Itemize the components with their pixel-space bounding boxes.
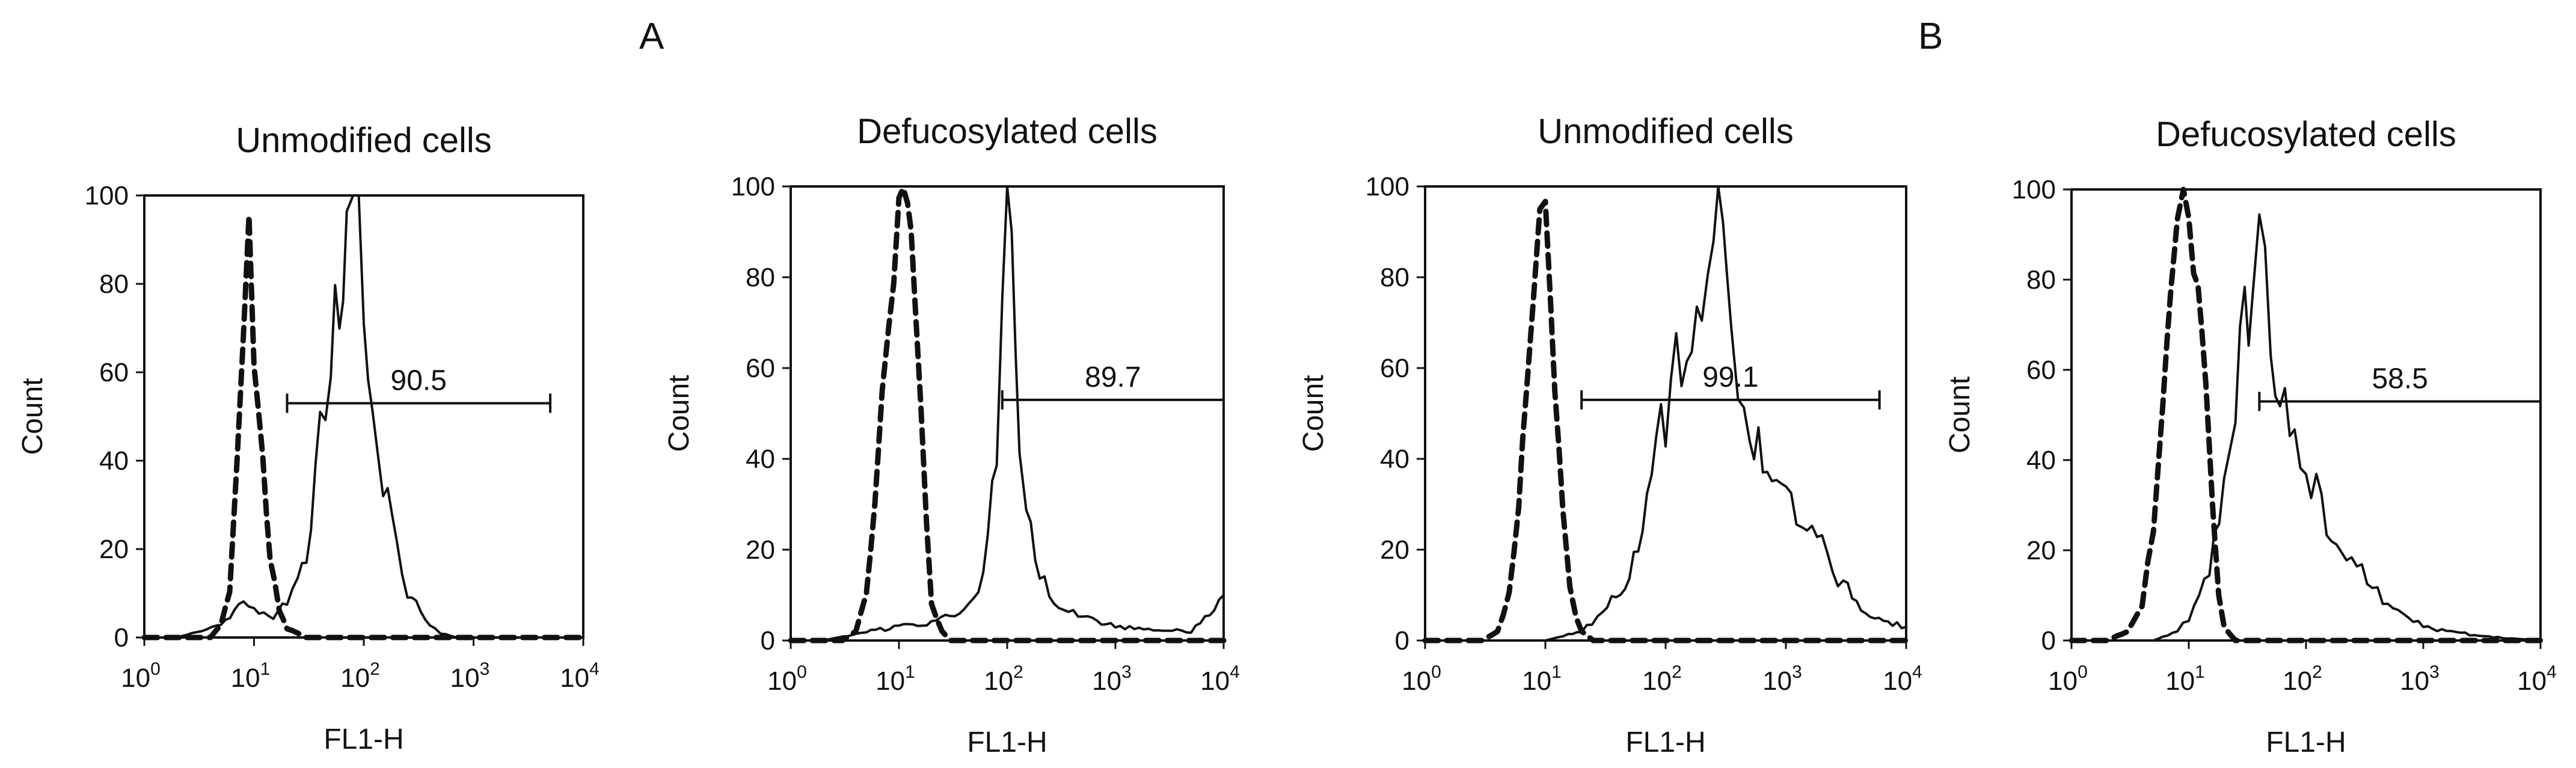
x-tick-label: 100 xyxy=(767,662,807,696)
y-tick-label: 20 xyxy=(1380,535,1409,565)
x-tick-label: 103 xyxy=(450,659,490,693)
chart-4: Defucosylated cells 0 20 40 60 80 100 100 101 102… xyxy=(1944,115,2557,758)
series-stained-line xyxy=(144,194,583,639)
series-stained-line xyxy=(1425,185,1907,642)
y-tick-label: 0 xyxy=(761,626,775,656)
y-tick-label: 0 xyxy=(1395,626,1409,656)
y-tick-label: 100 xyxy=(731,172,775,201)
gate-percentage-label: 58.5 xyxy=(2372,363,2427,395)
y-tick-label: 40 xyxy=(99,446,129,476)
gate-percentage-label: 90.5 xyxy=(391,364,447,396)
x-tick-label: 103 xyxy=(1762,662,1802,696)
plot-frame xyxy=(2070,188,2542,642)
y-tick-label: 20 xyxy=(746,535,775,565)
plot-frame xyxy=(143,194,584,639)
series-control-line xyxy=(788,185,1227,644)
y-tick-label: 40 xyxy=(2026,446,2056,475)
x-tick-label: 100 xyxy=(121,659,161,693)
x-tick-label: 101 xyxy=(876,662,915,696)
x-tick-label: 104 xyxy=(2517,662,2557,696)
series-stained-line xyxy=(791,185,1225,642)
chart-title: Unmodified cells xyxy=(236,121,492,160)
chart-title: Defucosylated cells xyxy=(857,112,1158,151)
chart-3: Unmodified cells 0 20 40 60 80 100 100 101 102 103… xyxy=(1298,112,1922,758)
y-tick-label: 20 xyxy=(2026,536,2056,565)
panel-label-a: A xyxy=(639,16,664,57)
x-tick-label: 103 xyxy=(2400,662,2440,696)
x-tick-label: 102 xyxy=(2283,662,2322,696)
x-axis-label: FL1-H xyxy=(2266,727,2346,758)
x-axis-label: FL1-H xyxy=(967,727,1047,758)
y-tick-label: 0 xyxy=(114,623,129,653)
chart-2: Defucosylated cells 0 20 40 60 80 100 100 101 102… xyxy=(663,112,1240,758)
y-tick-label: 60 xyxy=(1380,354,1409,383)
x-tick-label: 101 xyxy=(1522,662,1562,696)
panel-label-b: B xyxy=(1918,16,1943,57)
y-tick-label: 100 xyxy=(2012,175,2056,204)
y-tick-label: 100 xyxy=(85,181,129,210)
plot-frame xyxy=(790,185,1225,642)
series-control-line xyxy=(2068,186,2544,644)
y-tick-label: 20 xyxy=(99,535,129,564)
series-stained-line xyxy=(2072,213,2541,642)
y-tick-label: 80 xyxy=(99,269,129,299)
x-tick-label: 102 xyxy=(1642,662,1682,696)
x-tick-label: 104 xyxy=(1200,662,1240,696)
x-tick-label: 100 xyxy=(1402,662,1441,696)
x-tick-label: 103 xyxy=(1092,662,1132,696)
y-axis-label: Count xyxy=(663,375,695,452)
x-tick-label: 104 xyxy=(1883,662,1922,696)
x-tick-label: 102 xyxy=(984,662,1023,696)
chart-1: Unmodified cells 0 20 40 60 80 100 100 101 102 103… xyxy=(17,121,600,755)
x-axis-label: FL1-H xyxy=(324,723,403,755)
x-tick-label: 104 xyxy=(560,659,600,693)
x-tick-label: 100 xyxy=(2048,662,2088,696)
y-tick-label: 80 xyxy=(746,263,775,292)
y-tick-label: 80 xyxy=(1380,263,1409,292)
y-axis-label: Count xyxy=(1944,376,1976,453)
y-axis-label: Count xyxy=(1298,375,1329,452)
gate-percentage-label: 89.7 xyxy=(1085,361,1141,393)
y-axis-label: Count xyxy=(17,378,49,455)
y-tick-label: 60 xyxy=(746,354,775,383)
x-tick-label: 102 xyxy=(340,659,380,693)
y-tick-label: 80 xyxy=(2026,265,2056,295)
series-control-line xyxy=(141,212,586,641)
gate-percentage-label: 99.1 xyxy=(1702,361,1758,393)
y-tick-label: 100 xyxy=(1366,172,1409,201)
y-tick-label: 60 xyxy=(99,358,129,387)
series-control-line xyxy=(1422,198,1909,644)
chart-title: Unmodified cells xyxy=(1538,112,1794,151)
x-tick-label: 101 xyxy=(2165,662,2205,696)
y-tick-label: 0 xyxy=(2041,626,2056,656)
x-tick-label: 101 xyxy=(231,659,271,693)
x-axis-label: FL1-H xyxy=(1625,727,1705,758)
chart-title: Defucosylated cells xyxy=(2156,115,2456,154)
y-tick-label: 40 xyxy=(746,444,775,474)
y-tick-label: 40 xyxy=(1380,444,1409,474)
y-tick-label: 60 xyxy=(2026,355,2056,385)
